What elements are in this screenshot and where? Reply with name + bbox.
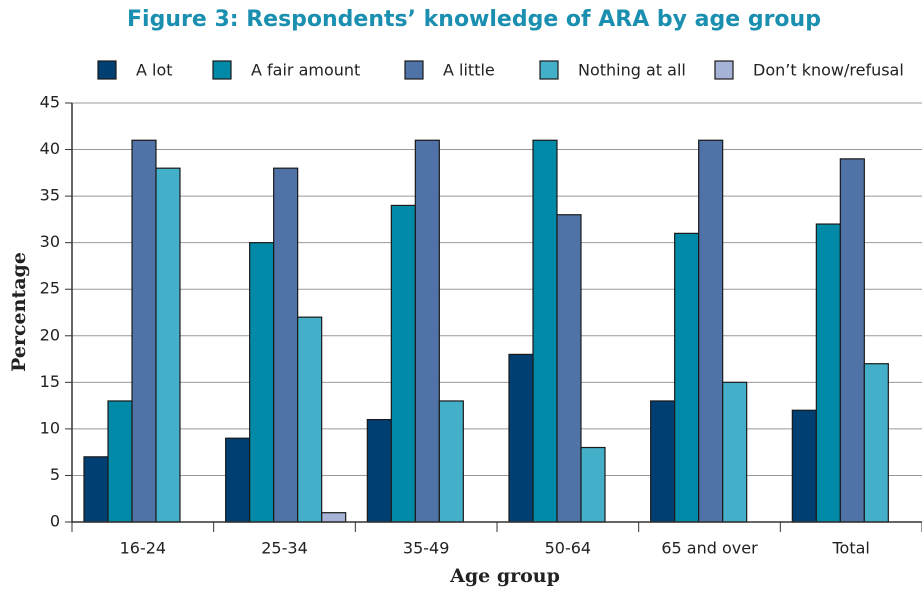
legend-label: A lot [136,61,173,80]
y-tick-label: 40 [40,139,60,158]
y-tick-label: 0 [50,512,60,531]
legend-label: Nothing at all [578,61,686,80]
x-tick-label: 35-49 [403,539,450,558]
legend-swatch [212,60,232,80]
y-tick-label: 15 [40,372,60,391]
x-tick-label: 16-24 [120,539,167,558]
x-axis-label: Age group [449,565,560,587]
legend-swatch [404,60,424,80]
y-tick-label: 10 [40,418,60,437]
y-tick-label: 20 [40,325,60,344]
y-tick-label: 45 [40,93,60,112]
bar [722,381,748,523]
bar [131,139,157,523]
x-tick-label: 25-34 [261,539,308,558]
bar [815,223,841,523]
bar [791,409,817,523]
bar [650,400,676,523]
bar [249,242,275,523]
bar [556,214,582,523]
legend-label: Don’t know/refusal [753,61,904,80]
legend-label: A little [443,61,495,80]
y-tick-label: 30 [40,232,60,251]
x-tick-label: Total [831,539,869,558]
y-tick-label: 35 [40,186,60,205]
bar [155,167,181,523]
y-axis-label: Percentage [8,252,30,372]
bar [225,437,251,523]
x-tick-label: 65 and over [661,539,758,558]
legend-swatch [714,60,734,80]
bar [508,353,534,523]
bar [83,456,109,523]
legend-swatch [97,60,117,80]
bar [390,204,416,523]
x-tick-label: 50-64 [545,539,592,558]
bar [321,512,347,523]
bar [438,400,464,523]
y-tick-label: 5 [50,465,60,484]
bar [297,316,323,523]
bar [366,418,392,523]
chart-title: Figure 3: Respondents’ knowledge of ARA … [127,7,821,32]
bar [532,139,558,523]
bar [674,232,700,523]
bar [273,167,299,523]
legend-label: A fair amount [251,61,360,80]
bar [863,363,889,523]
bar [839,158,865,523]
bar [414,139,440,523]
legend-swatch [539,60,559,80]
bar [698,139,724,523]
bar [580,446,606,523]
y-tick-label: 25 [40,279,60,298]
bar [107,400,133,523]
